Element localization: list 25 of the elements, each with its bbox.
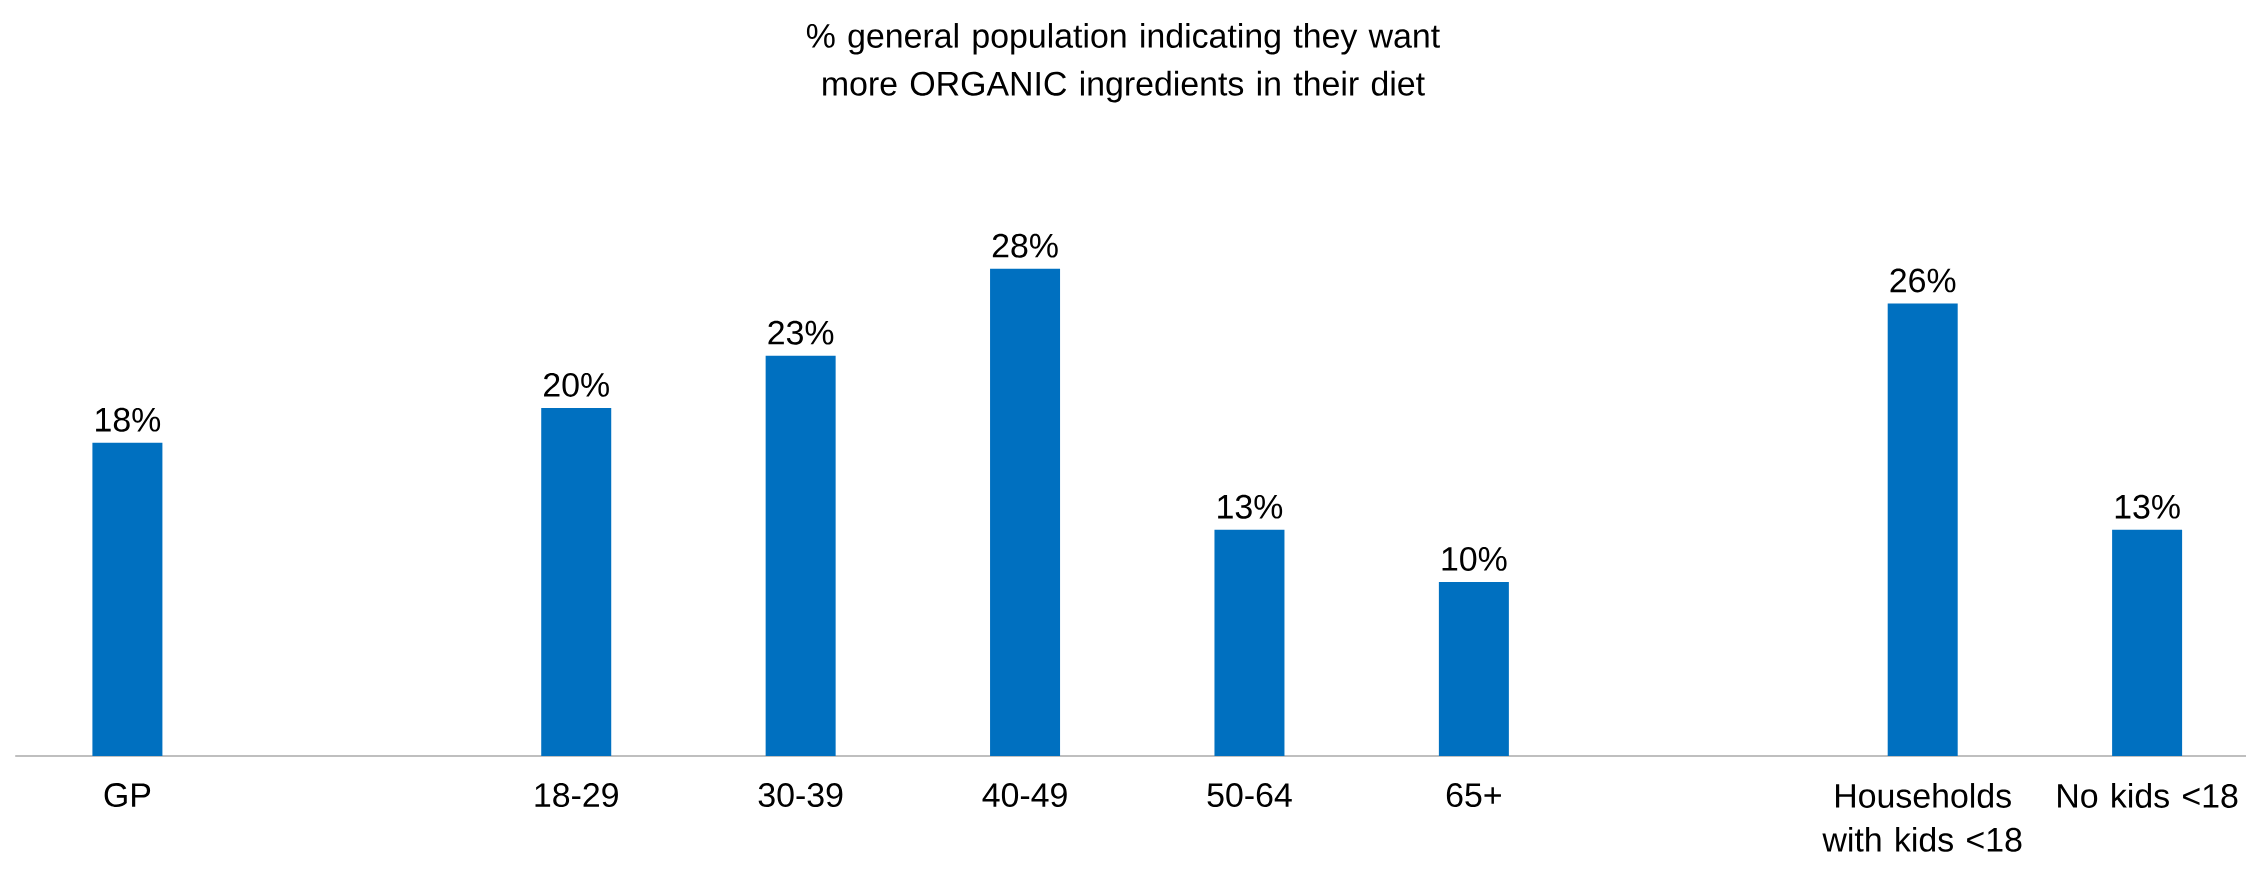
x-tick-label: No kids <18 <box>2058 783 2238 808</box>
bar <box>541 407 612 756</box>
bar <box>1214 529 1285 756</box>
data-label: 10% <box>1442 546 1507 571</box>
data-label: 28% <box>992 233 1058 258</box>
bar <box>92 442 163 756</box>
bar <box>2112 529 2183 756</box>
chart-title: % general population indicating they want more ORGANIC ingredients in their diet <box>806 23 1440 103</box>
x-tick-label: 65+ <box>1446 783 1501 808</box>
data-label: 26% <box>1890 268 1956 293</box>
data-label: 20% <box>544 372 609 397</box>
data-label: 13% <box>2115 494 2180 519</box>
x-tick-label: 18-29 <box>535 783 618 808</box>
bar <box>1438 581 1509 756</box>
data-label: 13% <box>1218 494 1283 519</box>
bar <box>990 268 1061 756</box>
x-tick-label: GP <box>104 783 151 808</box>
x-tick-label: 30-39 <box>758 783 843 808</box>
data-label: 23% <box>768 320 834 345</box>
x-tick-label: 40-49 <box>982 783 1067 808</box>
bar <box>1887 303 1958 756</box>
data-label: 18% <box>96 407 161 432</box>
x-tick-label: 50-64 <box>1207 783 1292 808</box>
x-tick-label: Households with kids <18 <box>1822 783 2022 852</box>
bar <box>765 355 836 756</box>
